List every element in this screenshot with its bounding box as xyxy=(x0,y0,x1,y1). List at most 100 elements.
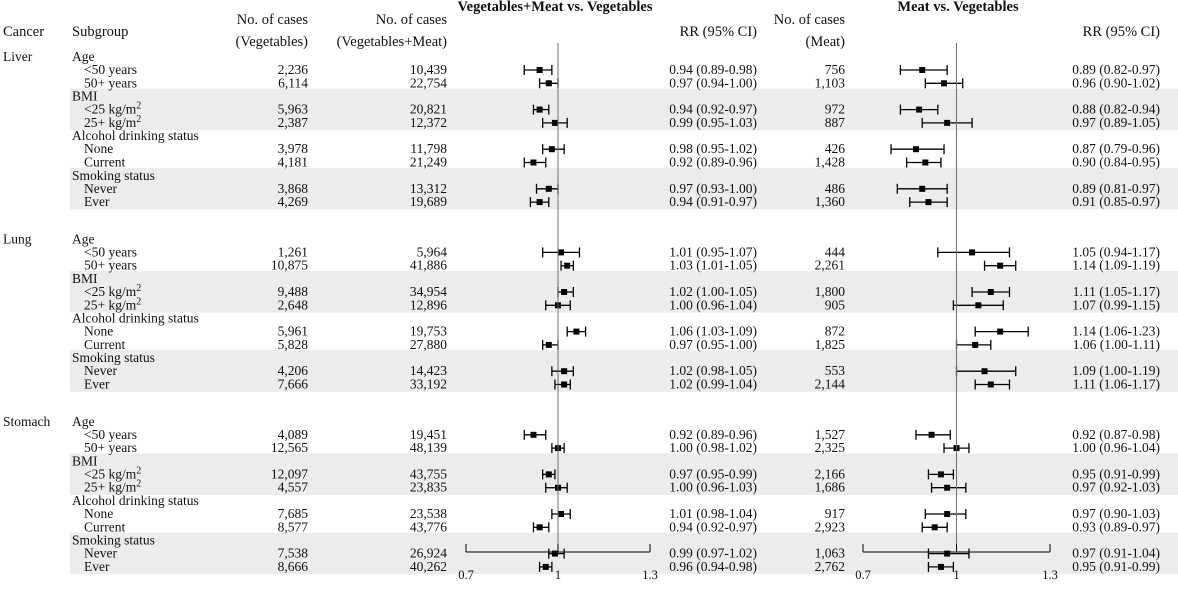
rr1-point-estimate xyxy=(573,328,580,335)
cancer-label: Stomach xyxy=(3,414,50,429)
rr1-point-estimate xyxy=(564,262,571,269)
subgroup-heading: BMI xyxy=(72,453,98,468)
subgroup-label: Current xyxy=(84,155,125,170)
rr1-value: 0.94 (0.92-0.97) xyxy=(669,102,757,117)
rr2-point-estimate xyxy=(937,563,944,570)
cases-vegetables-meat: 21,249 xyxy=(410,155,447,170)
cases-meat: 887 xyxy=(825,115,846,130)
rr2-value: 0.90 (0.84-0.95) xyxy=(1072,155,1160,170)
rr1-point-estimate xyxy=(536,524,543,531)
cases-vegetables: 1,261 xyxy=(278,244,308,259)
subgroup-heading: Age xyxy=(72,414,95,429)
rr1-value: 0.97 (0.95-0.99) xyxy=(669,466,757,481)
cancer-label: Liver xyxy=(3,49,33,64)
subgroup-heading: Age xyxy=(72,231,95,246)
rr1-value: 0.94 (0.89-0.98) xyxy=(669,62,757,77)
rr1-point-estimate xyxy=(542,563,549,570)
subgroup-label: <50 years xyxy=(84,427,137,442)
table-rows: Liver Age<50 years 2,236 10,439 0.94 (0.89-0… xyxy=(3,49,1160,574)
rr1-value: 0.94 (0.91-0.97) xyxy=(669,194,757,209)
rr1-point-estimate xyxy=(551,119,558,126)
cases-vegetables: 5,963 xyxy=(278,102,309,117)
rr2-point-estimate xyxy=(928,431,935,438)
cases-vegetables-meat: 43,755 xyxy=(410,466,447,481)
cases-meat: 486 xyxy=(825,181,846,196)
cases-meat: 756 xyxy=(825,62,846,77)
subgroup-label: Never xyxy=(84,181,117,196)
cases-vegetables: 2,236 xyxy=(278,62,309,77)
rr1-point-estimate xyxy=(536,106,543,113)
cases-vegetables: 8,666 xyxy=(278,559,309,574)
rr1-point-estimate xyxy=(545,341,552,348)
header-rr1: RR (95% CI) xyxy=(680,24,758,40)
cases-meat: 1,800 xyxy=(815,284,846,299)
rr2-point-estimate xyxy=(944,484,951,491)
subgroup-label: <50 years xyxy=(84,244,137,259)
rr2-point-estimate xyxy=(941,80,948,87)
subgroup-heading: Alcohol drinking status xyxy=(72,311,199,326)
rr2-value: 0.95 (0.91-0.99) xyxy=(1072,559,1160,574)
rr1-value: 0.96 (0.94-0.98) xyxy=(669,559,757,574)
rr2-value: 0.97 (0.90-1.03) xyxy=(1072,506,1160,521)
cases-vegetables-meat: 19,451 xyxy=(410,427,447,442)
header-cases-vm-line1: No. of cases xyxy=(376,12,448,28)
cases-vegetables: 2,387 xyxy=(278,115,309,130)
cases-vegetables: 8,577 xyxy=(278,519,309,534)
subgroup-heading: BMI xyxy=(72,271,98,286)
rr2-value: 1.07 (0.99-1.15) xyxy=(1072,297,1160,312)
row-band xyxy=(70,271,1178,313)
cases-vegetables-meat: 27,880 xyxy=(410,337,447,352)
rr2-point-estimate xyxy=(937,471,944,478)
rr1-point-estimate xyxy=(536,67,543,73)
cases-vegetables: 5,828 xyxy=(278,337,309,352)
cases-vegetables-meat: 22,754 xyxy=(410,75,447,90)
subgroup-label: Current xyxy=(84,337,125,352)
rr2-point-estimate xyxy=(981,368,988,375)
subgroup-heading: BMI xyxy=(72,89,98,104)
rr2-value: 0.89 (0.82-0.97) xyxy=(1072,62,1160,77)
subgroup-label: 25+ kg/m2 xyxy=(84,479,141,495)
rr1-value: 1.00 (0.96-1.04) xyxy=(669,297,757,312)
subgroup-label: <25 kg/m2 xyxy=(84,101,141,117)
rr1-value: 0.97 (0.93-1.00) xyxy=(669,181,757,196)
rr2-point-estimate xyxy=(916,106,923,113)
cases-meat: 1,527 xyxy=(815,427,846,442)
cases-vegetables-meat: 23,835 xyxy=(410,480,447,495)
rr2-point-estimate xyxy=(975,302,982,309)
header-cases-veg-line2: (Vegetables) xyxy=(236,34,309,50)
header-cases-veg-line1: No. of cases xyxy=(237,12,309,28)
rr1-point-estimate xyxy=(545,471,552,478)
rr1-value: 1.01 (0.98-1.04) xyxy=(669,506,757,521)
cases-vegetables-meat: 33,192 xyxy=(410,377,447,392)
cases-vegetables-meat: 14,423 xyxy=(410,363,447,378)
rr1-value: 1.00 (0.96-1.03) xyxy=(669,480,757,495)
rr2-point-estimate xyxy=(944,550,951,557)
subgroup-label: Current xyxy=(84,519,125,534)
subgroup-label: <25 kg/m2 xyxy=(84,283,141,299)
rr2-value: 0.92 (0.87-0.98) xyxy=(1072,427,1160,442)
panel2-title: Meat vs. Vegetables xyxy=(897,0,1019,15)
cases-meat: 444 xyxy=(825,244,846,259)
rr2-point-estimate xyxy=(931,524,938,531)
subgroup-label: None xyxy=(84,141,113,156)
header-subgroup: Subgroup xyxy=(72,24,128,40)
row-band xyxy=(70,453,1178,495)
rr2-point-estimate xyxy=(987,381,994,388)
rr2-value: 0.88 (0.82-0.94) xyxy=(1072,102,1160,117)
cases-meat: 1,686 xyxy=(815,480,846,495)
cases-vegetables: 2,648 xyxy=(278,297,309,312)
subgroup-label: 50+ years xyxy=(84,258,137,273)
cases-meat: 1,063 xyxy=(815,546,846,561)
rr1-point-estimate xyxy=(545,80,552,87)
cases-vegetables-meat: 19,689 xyxy=(410,194,447,209)
x-tick-label: 1.3 xyxy=(642,568,658,582)
cases-vegetables: 9,488 xyxy=(278,284,309,299)
subgroup-label: Ever xyxy=(84,194,110,209)
subgroup-label: Never xyxy=(84,546,117,561)
row-band xyxy=(70,532,1178,575)
rr1-point-estimate xyxy=(548,146,555,153)
rr2-value: 0.89 (0.81-0.97) xyxy=(1072,181,1160,196)
rr1-value: 1.02 (1.00-1.05) xyxy=(669,284,757,299)
rr1-value: 1.03 (1.01-1.05) xyxy=(669,258,757,273)
